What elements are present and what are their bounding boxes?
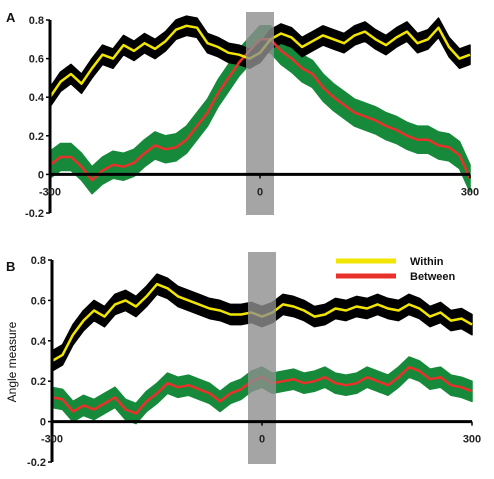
panel-a-y-tick-label: -0.2	[25, 208, 44, 220]
panel-b-x-tick-label: -300	[41, 434, 63, 446]
panel-a-x-tick-label: -300	[39, 186, 61, 198]
panel-a-highlight-window	[246, 12, 274, 215]
panel-b-label: B	[6, 259, 15, 274]
panel-b-y-tick-label: -0.2	[27, 457, 46, 469]
panel-b-highlight-window	[248, 252, 276, 464]
panel-b-y-tick-label: 0.8	[31, 255, 46, 267]
panel-b-y-tick-label: 0.2	[31, 376, 46, 388]
panel-a-y-tick-label: 0.8	[29, 15, 44, 27]
panel-a-y-tick-label: 0	[38, 169, 44, 181]
panel-a-y-tick-label: 0.6	[29, 54, 44, 66]
panel-b-y-tick-label: 0	[40, 417, 46, 429]
panel-a-between-band	[49, 25, 471, 195]
panel-a: A -0.2 0 0.2 0.4 0.6 0.8 -300 0 300	[6, 10, 479, 220]
legend-between-label: Between	[410, 271, 456, 283]
panel-b-y-tick-label: 0.6	[31, 295, 46, 307]
panel-b-y-axis-label: Angle measure	[5, 321, 19, 402]
panel-b: B Angle measure -0.2 0 0.2 0.4 0.6 0.8 -300 0 30…	[5, 252, 481, 469]
panel-a-x-tick-label: 0	[257, 186, 263, 198]
panel-b-x-tick-label: 300	[463, 434, 481, 446]
panel-a-x-tick-label: 300	[461, 186, 479, 198]
panel-a-y-tick-label: 0.2	[29, 131, 44, 143]
panel-a-y-tick-label: 0.4	[29, 92, 45, 104]
panel-b-y-tick-label: 0.4	[31, 336, 47, 348]
legend-within-label: Within	[410, 256, 444, 268]
panel-a-label: A	[6, 10, 16, 25]
panel-b-x-tick-label: 0	[259, 434, 265, 446]
legend: Within Between	[336, 256, 456, 283]
panel-b-between-band	[51, 356, 473, 425]
